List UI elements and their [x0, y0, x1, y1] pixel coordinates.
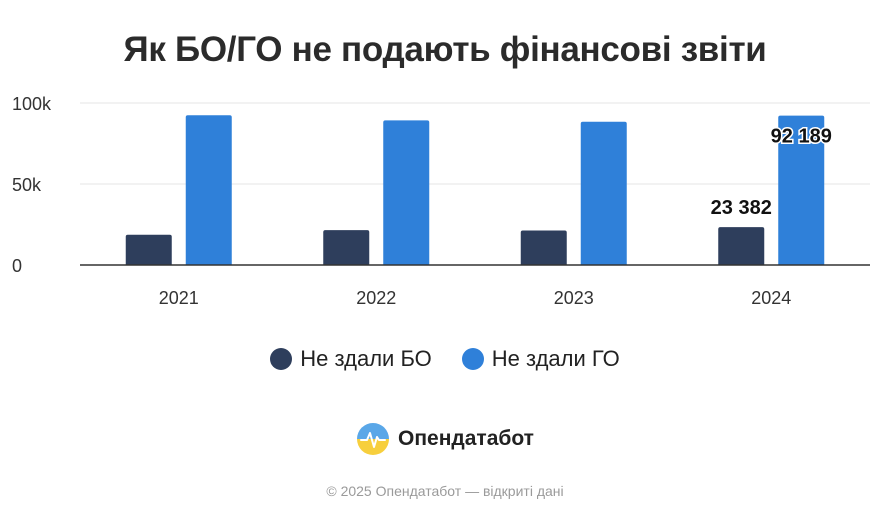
chart-title: Як БО/ГО не подають фінансові звіти: [123, 30, 767, 69]
legend-marker-bo: [270, 348, 293, 370]
copyright-footer: © 2025 Опендатабот — відкриті дані: [326, 483, 564, 499]
data-label: 23 382: [711, 197, 772, 219]
legend-label-go: Не здали ГО: [491, 346, 620, 371]
x-tick-label: 2024: [751, 288, 791, 308]
brand-name: Опендатабот: [398, 427, 534, 450]
bar-bo-2021: [125, 234, 172, 265]
x-tick-label: 2021: [159, 288, 199, 308]
data-label: 92 189: [771, 126, 832, 148]
bar-chart: 0 50k 100k 2021 2022 2023 2024 23 382 92 189: [12, 94, 870, 308]
bar-bo-2023: [520, 230, 567, 265]
legend-item-bo[interactable]: Не здали БО: [270, 346, 432, 372]
x-tick-label: 2023: [554, 288, 594, 308]
y-tick-label: 0: [12, 256, 22, 276]
chart-legend: Не здали БО Не здали ГО: [0, 346, 890, 372]
bar-bo-2024: [718, 227, 765, 265]
legend-marker-go: [461, 348, 484, 370]
bar-bo-2022: [323, 230, 370, 265]
legend-item-go[interactable]: Не здали ГО: [461, 346, 620, 372]
x-tick-label: 2022: [356, 288, 396, 308]
y-tick-label: 100k: [12, 94, 52, 114]
opendatabot-logo-icon: [357, 423, 390, 455]
y-tick-label: 50k: [12, 175, 42, 195]
bar-go-2024: [778, 115, 825, 265]
bar-go-2021: [185, 115, 232, 265]
brand: Опендатабот: [0, 422, 890, 456]
bar-go-2022: [383, 120, 430, 265]
bar-go-2023: [580, 121, 627, 266]
legend-label-bo: Не здали БО: [300, 346, 432, 371]
